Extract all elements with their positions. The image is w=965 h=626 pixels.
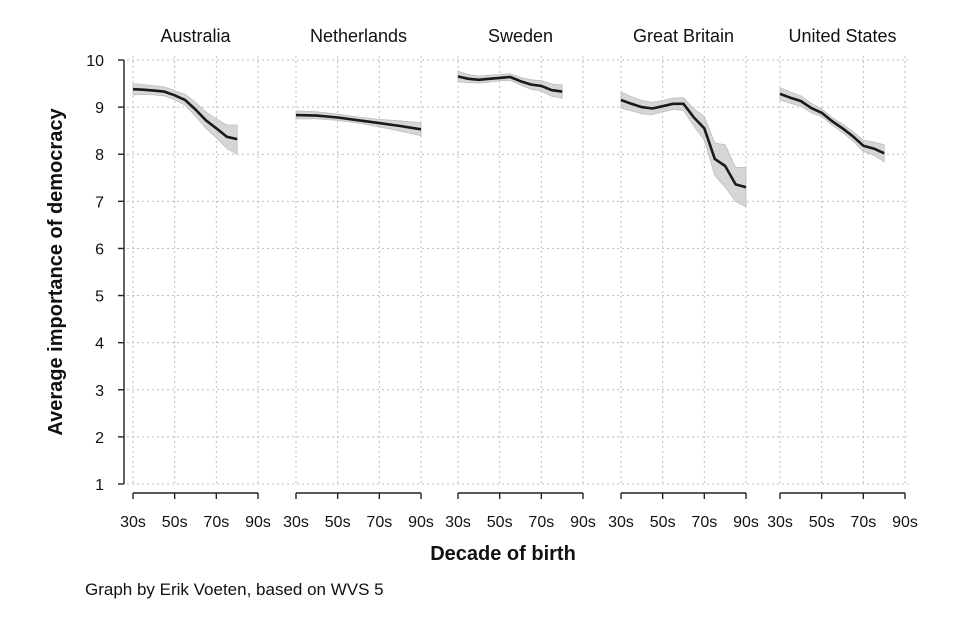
x-tick-label: 50s bbox=[162, 514, 188, 531]
y-tick-label: 5 bbox=[95, 289, 104, 306]
y-tick-label: 6 bbox=[95, 241, 104, 258]
x-tick-label: 90s bbox=[892, 514, 918, 531]
axis-layer bbox=[118, 59, 906, 499]
y-tick-label: 9 bbox=[95, 100, 104, 117]
x-tick-label: 70s bbox=[850, 514, 876, 531]
x-tick-label: 90s bbox=[733, 514, 759, 531]
x-tick-label: 50s bbox=[809, 514, 835, 531]
confidence-band-layer bbox=[132, 70, 885, 208]
series-line bbox=[620, 98, 747, 189]
confidence-band bbox=[779, 87, 885, 163]
series-line-layer bbox=[132, 75, 885, 189]
x-tick-label: 30s bbox=[283, 514, 309, 531]
x-tick-label: 70s bbox=[366, 514, 392, 531]
grid-layer bbox=[127, 56, 908, 485]
series-line bbox=[779, 92, 885, 155]
y-tick-label: 3 bbox=[95, 383, 104, 400]
series-line bbox=[457, 75, 563, 93]
x-tick-label: 90s bbox=[408, 514, 434, 531]
x-tick-label: 30s bbox=[120, 514, 146, 531]
y-tick-label: 2 bbox=[95, 430, 104, 447]
y-axis-title: Average importance of democracy bbox=[45, 108, 67, 436]
x-axis-title: Decade of birth bbox=[430, 543, 576, 565]
series-line bbox=[132, 87, 238, 141]
x-tick-label: 70s bbox=[203, 514, 229, 531]
x-tick-label: 30s bbox=[767, 514, 793, 531]
panel-title: United States bbox=[788, 26, 896, 46]
x-tick-label: 90s bbox=[570, 514, 596, 531]
y-tick-label: 10 bbox=[86, 53, 104, 70]
x-tick-label: 30s bbox=[608, 514, 634, 531]
panel-title: Australia bbox=[160, 26, 231, 46]
x-tick-label: 30s bbox=[445, 514, 471, 531]
y-tick-label: 8 bbox=[95, 147, 104, 164]
panel-title: Netherlands bbox=[310, 26, 407, 46]
series-line bbox=[295, 113, 422, 131]
panel-title: Great Britain bbox=[633, 26, 734, 46]
y-tick-label: 7 bbox=[95, 194, 104, 211]
confidence-band bbox=[620, 91, 747, 208]
panel-title: Sweden bbox=[488, 26, 553, 46]
x-tick-label: 50s bbox=[487, 514, 513, 531]
x-tick-label: 90s bbox=[245, 514, 271, 531]
x-tick-label: 50s bbox=[650, 514, 676, 531]
confidence-band bbox=[457, 70, 563, 99]
x-tick-label: 70s bbox=[691, 514, 717, 531]
y-tick-label: 4 bbox=[95, 336, 104, 353]
x-tick-label: 70s bbox=[528, 514, 554, 531]
source-caption: Graph by Erik Voeten, based on WVS 5 bbox=[85, 580, 384, 599]
confidence-band bbox=[132, 83, 238, 155]
x-tick-label: 50s bbox=[325, 514, 351, 531]
y-tick-label: 1 bbox=[95, 477, 104, 494]
label-layer: 1 2 3 4 5 6 7 8 9 10 Australia 30s 50s 70s 90s Netherla… bbox=[86, 26, 918, 531]
